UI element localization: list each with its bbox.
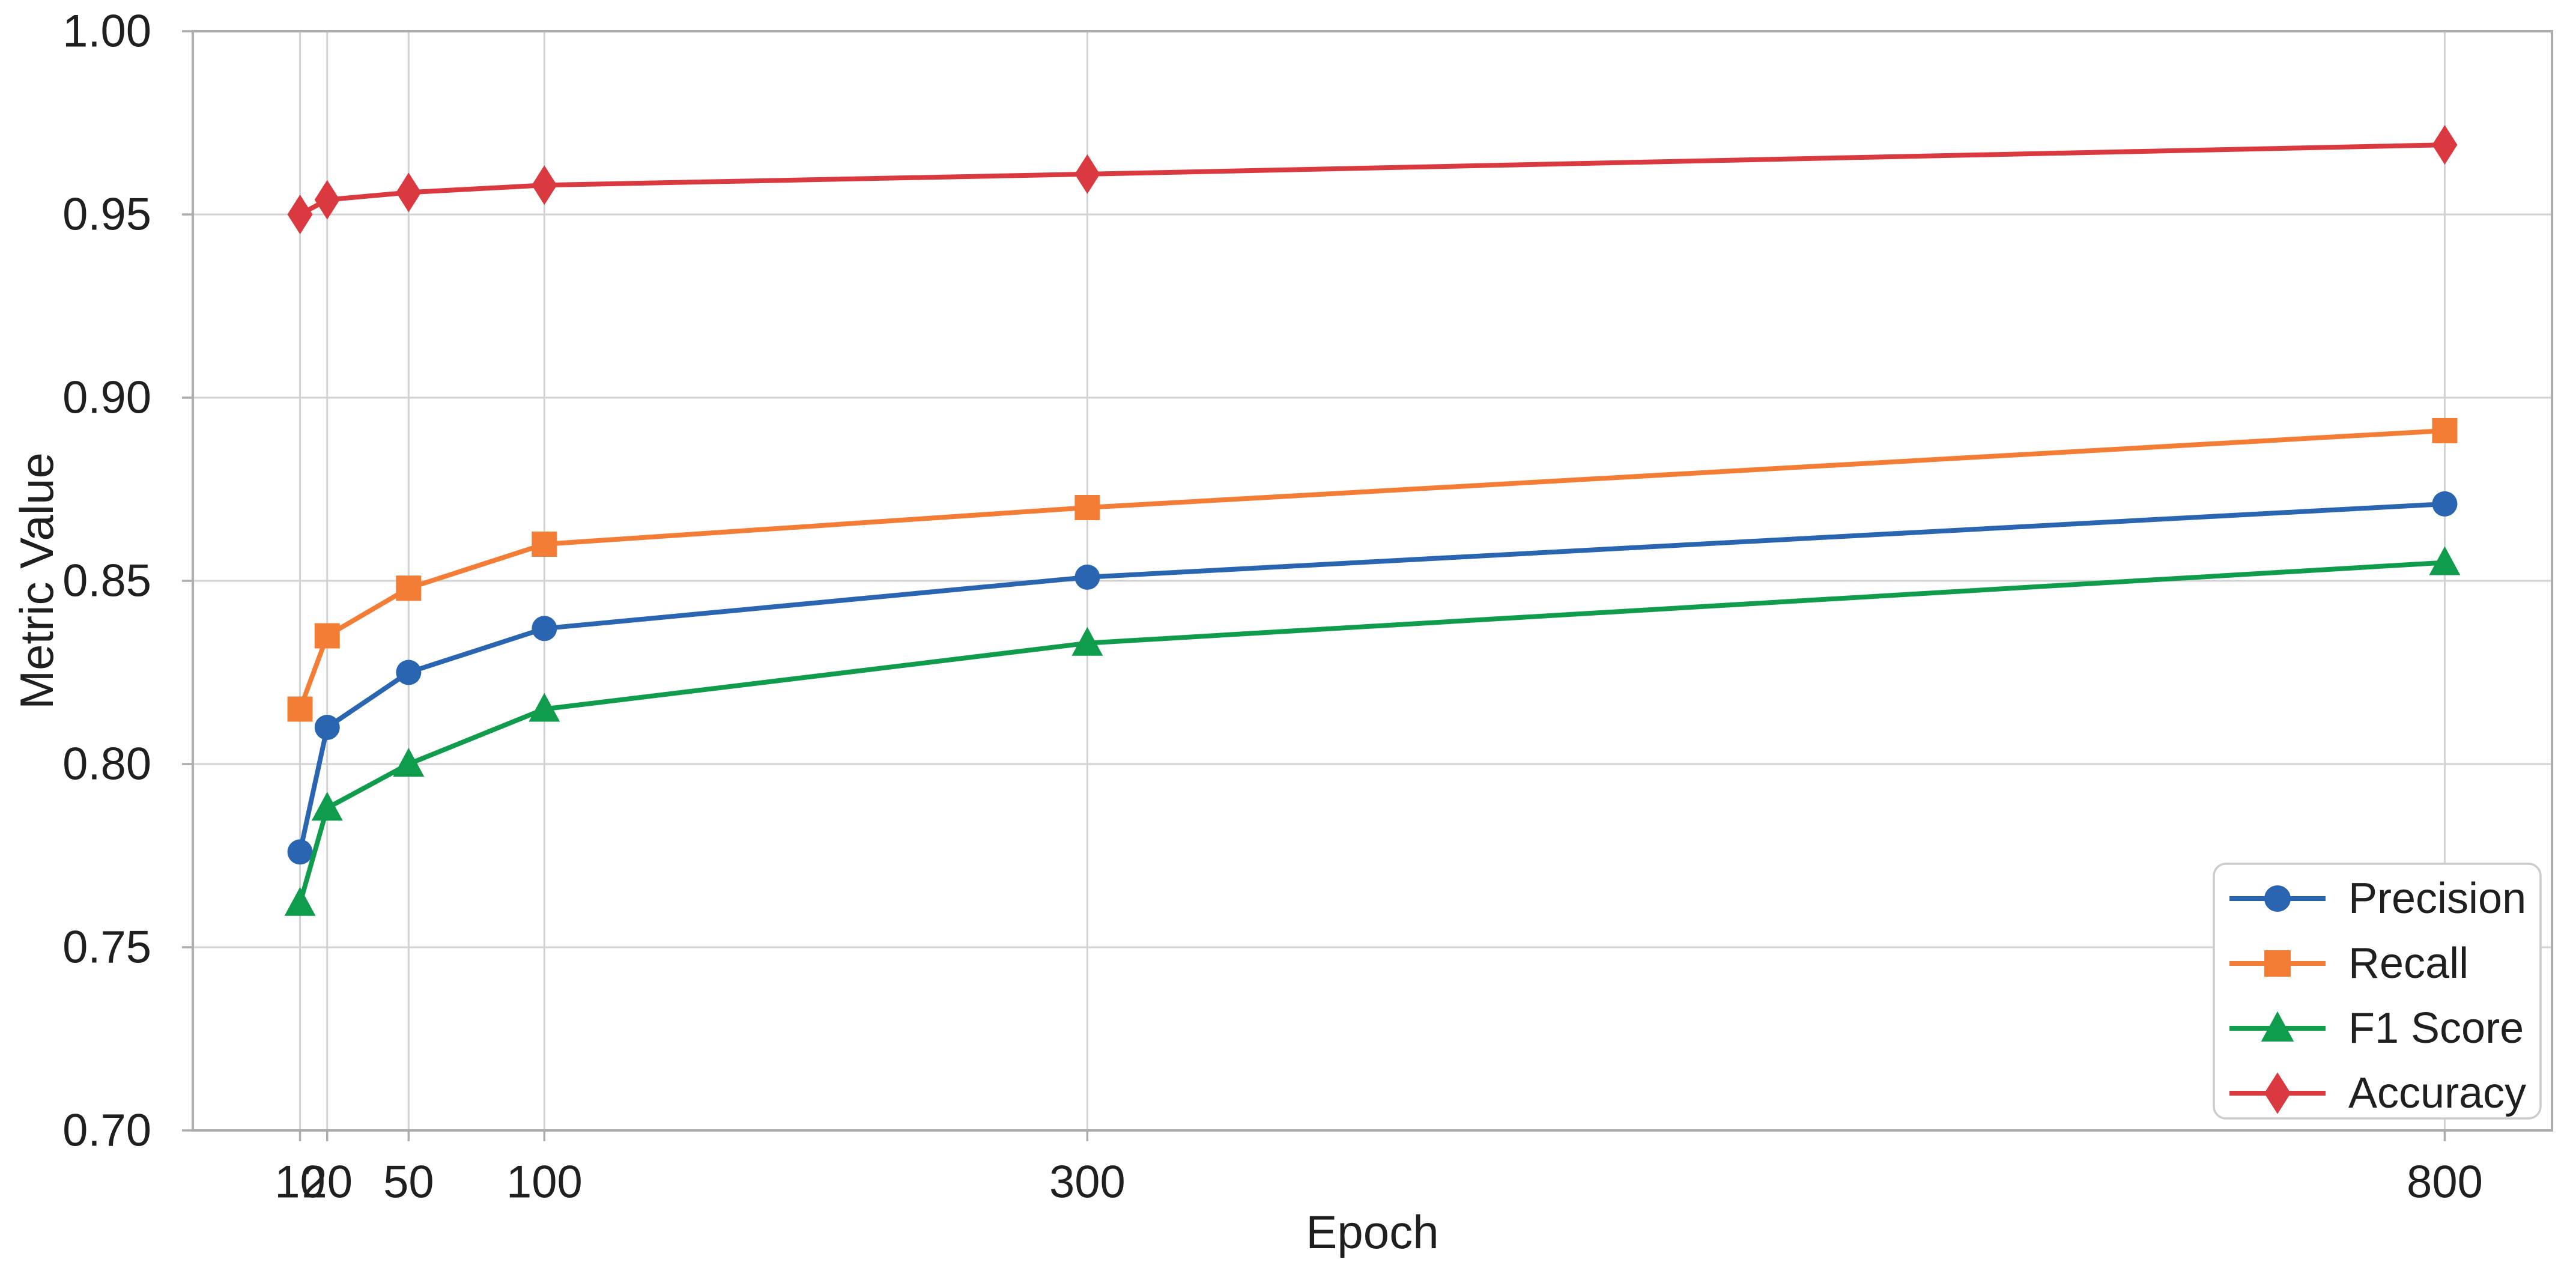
triangle-marker: [393, 748, 425, 777]
y-tick-label: 0.80: [62, 739, 151, 790]
diamond-marker: [287, 195, 313, 234]
legend-entry: Precision: [2229, 875, 2526, 923]
y-tick-label: 0.90: [62, 372, 151, 423]
circle-marker: [287, 839, 313, 865]
square-marker: [2432, 417, 2458, 443]
tick-marks: [182, 30, 2446, 1141]
circle-marker: [1074, 564, 1100, 590]
legend-label: Recall: [2348, 939, 2468, 987]
triangle-marker: [1071, 626, 1103, 656]
series-line: [297, 501, 2445, 853]
diamond-marker: [396, 172, 422, 213]
legend: Precision Recall F1 Score Accuracy: [2213, 863, 2542, 1120]
series-line: [297, 560, 2445, 904]
y-tick-label: 1.00: [62, 6, 151, 57]
diamond-marker: [314, 180, 340, 220]
diamond-marker: [1074, 154, 1100, 194]
x-tick-label: 300: [1049, 1157, 1126, 1208]
square-marker: [1074, 495, 1100, 520]
legend-entry: Accuracy: [2229, 1069, 2526, 1117]
legend-box: [2213, 863, 2542, 1120]
x-tick-label: 800: [2407, 1157, 2483, 1208]
square-marker: [532, 532, 557, 557]
x-tick-label: 100: [506, 1157, 583, 1208]
y-tick-label: 0.75: [62, 922, 151, 973]
series-precision: [287, 491, 2458, 865]
square-marker: [396, 575, 422, 601]
y-axis-label: Metric Value: [10, 452, 63, 709]
circle-marker: [532, 616, 557, 642]
triangle-marker: [2429, 546, 2461, 575]
series-f1-score: [284, 546, 2461, 916]
legend-label: F1 Score: [2348, 1004, 2524, 1052]
x-tick-label: 50: [383, 1157, 434, 1208]
square-marker: [314, 623, 340, 649]
circle-marker: [2264, 885, 2291, 912]
legend-entry: Recall: [2229, 939, 2468, 987]
x-tick-label: 10: [274, 1157, 326, 1208]
y-tick-label: 0.85: [62, 556, 151, 607]
triangle-marker: [2261, 1011, 2294, 1042]
legend-entry: F1 Score: [2229, 1004, 2524, 1052]
triangle-marker: [311, 792, 343, 821]
diamond-marker: [2264, 1072, 2291, 1114]
series-line: [297, 428, 2445, 710]
series-recall: [287, 417, 2458, 722]
y-tick-label: 0.95: [62, 189, 151, 240]
x-tick-label: 20: [302, 1157, 353, 1208]
circle-marker: [314, 715, 340, 740]
diamond-marker: [2432, 125, 2458, 165]
x-axis-label: Epoch: [1306, 1206, 1438, 1258]
y-tick-label: 0.70: [62, 1105, 151, 1156]
circle-marker: [396, 660, 422, 685]
square-marker: [2264, 950, 2291, 977]
legend-label: Precision: [2348, 875, 2526, 923]
series-line: [299, 142, 2445, 217]
triangle-marker: [284, 887, 316, 916]
triangle-marker: [529, 693, 560, 722]
square-marker: [287, 696, 313, 722]
data-series: [284, 125, 2461, 916]
legend-label: Accuracy: [2348, 1069, 2526, 1117]
circle-marker: [2432, 491, 2458, 517]
diamond-marker: [532, 165, 557, 205]
series-accuracy: [287, 125, 2458, 234]
